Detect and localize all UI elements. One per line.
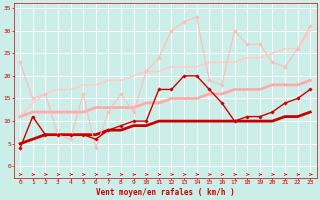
- X-axis label: Vent moyen/en rafales ( km/h ): Vent moyen/en rafales ( km/h ): [96, 188, 235, 197]
